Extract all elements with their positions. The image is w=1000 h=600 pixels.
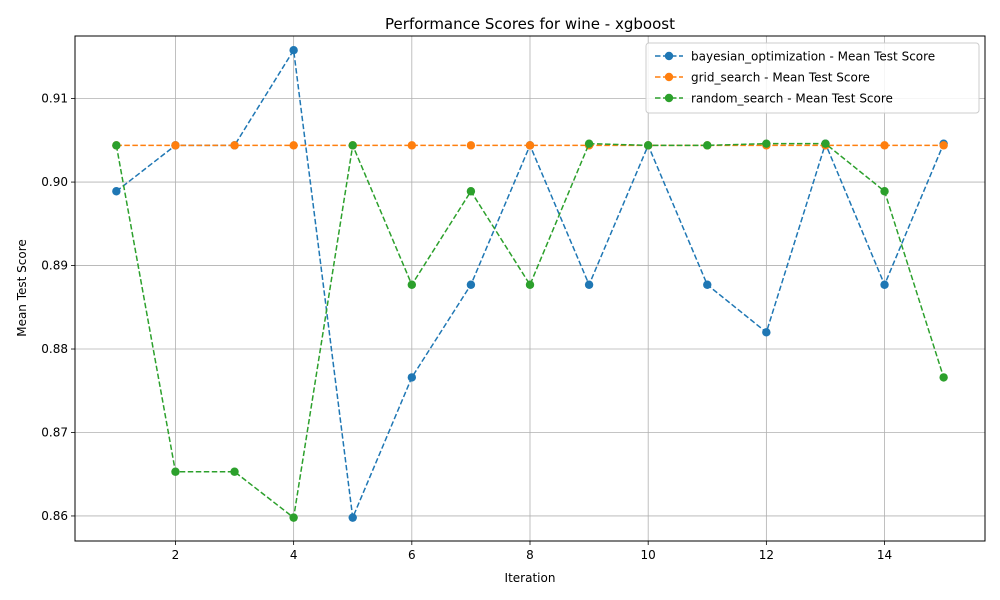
legend-marker <box>664 93 674 103</box>
data-point <box>762 139 771 148</box>
x-tick-label: 2 <box>172 548 180 562</box>
x-axis-title: Iteration <box>505 571 556 585</box>
x-tick-label: 12 <box>759 548 774 562</box>
legend-marker <box>664 51 674 61</box>
data-point <box>230 467 239 476</box>
legend-label: bayesian_optimization - Mean Test Score <box>691 50 935 64</box>
series-2 <box>112 139 948 522</box>
data-point <box>880 141 889 150</box>
data-point <box>821 139 830 148</box>
data-point <box>880 187 889 196</box>
data-point <box>466 141 476 150</box>
legend-label: grid_search - Mean Test Score <box>691 71 870 85</box>
data-point <box>703 141 712 150</box>
legend: bayesian_optimization - Mean Test Score g… <box>645 42 980 114</box>
chart-title: Performance Scores for wine - xgboost <box>385 15 675 33</box>
legend-marker <box>664 72 674 82</box>
y-tick-label: 0.87 <box>41 425 68 439</box>
y-axis-title: Mean Test Score <box>15 239 29 337</box>
data-point <box>525 141 535 150</box>
y-tick-label: 0.86 <box>41 509 68 523</box>
series-line <box>115 142 945 520</box>
x-tick-label: 10 <box>641 548 656 562</box>
data-point <box>466 187 476 196</box>
legend-label: random_search - Mean Test Score <box>691 92 893 106</box>
data-point <box>762 328 771 337</box>
y-tick-label: 0.91 <box>41 92 68 106</box>
data-point <box>112 141 121 150</box>
x-tick-label: 6 <box>408 548 416 562</box>
data-point <box>525 280 535 289</box>
legend-item: bayesian_optimization - Mean Test Score <box>655 50 935 64</box>
data-point <box>703 280 712 289</box>
x-tick-label: 4 <box>290 548 298 562</box>
data-point <box>289 45 298 55</box>
data-point <box>171 141 180 150</box>
legend-item: random_search - Mean Test Score <box>655 92 893 106</box>
y-tick-label: 0.90 <box>41 175 68 189</box>
data-point <box>348 513 357 522</box>
data-point <box>407 280 417 289</box>
legend-item: grid_search - Mean Test Score <box>655 71 870 85</box>
data-point <box>584 280 594 289</box>
data-point <box>407 373 417 382</box>
data-point <box>230 141 239 150</box>
data-point <box>289 141 298 150</box>
data-point <box>171 467 180 476</box>
data-point <box>643 141 653 150</box>
data-point <box>407 141 417 150</box>
axis-ticks: 2 4 6 8 10 12 14 0.86 0.87 0.88 0.89 0.90 0.91 <box>41 92 892 562</box>
data-point <box>112 187 121 196</box>
y-tick-label: 0.89 <box>41 259 68 273</box>
data-point <box>939 141 948 150</box>
legend-box <box>645 42 980 114</box>
series-group <box>112 45 948 522</box>
data-point <box>289 513 298 522</box>
data-point <box>584 139 594 148</box>
data-point <box>880 280 889 289</box>
x-tick-label: 14 <box>877 548 892 562</box>
data-point <box>466 280 476 289</box>
x-tick-label: 8 <box>526 548 534 562</box>
y-tick-label: 0.88 <box>41 342 68 356</box>
data-point <box>939 373 948 382</box>
data-point <box>348 141 357 150</box>
